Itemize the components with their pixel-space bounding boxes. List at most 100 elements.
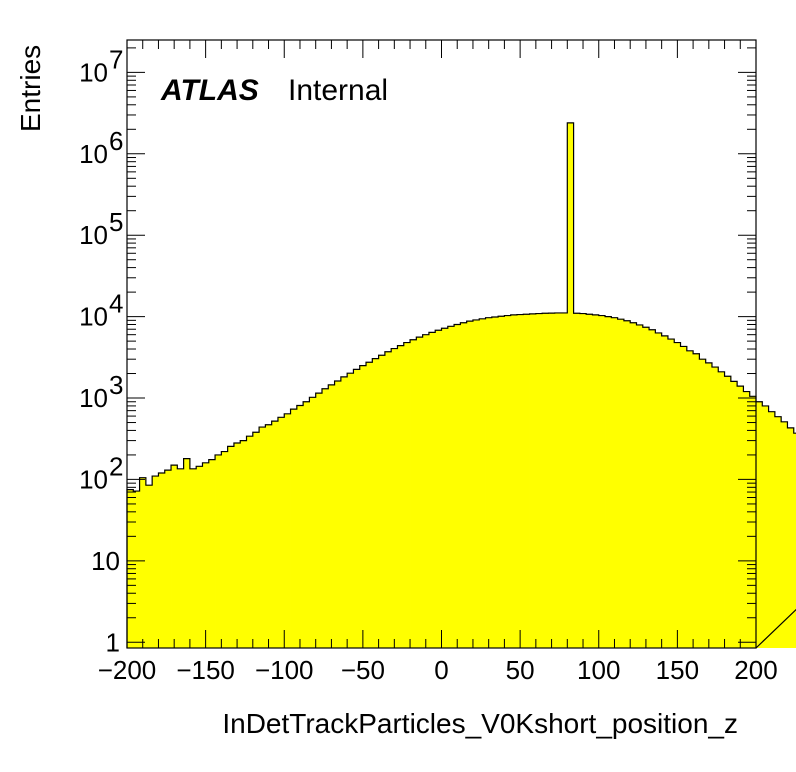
histogram-bin: [787, 427, 795, 648]
y-tick-label: 10: [91, 546, 120, 576]
histogram-bin: [391, 348, 398, 648]
y-tick-exponent: 2: [109, 451, 123, 481]
x-tick-label: 0: [434, 655, 448, 685]
y-tick-label: 1: [106, 627, 120, 657]
atlas-label: ATLAS: [160, 74, 259, 107]
histogram-bin: [460, 322, 468, 648]
histogram-bin: [642, 327, 650, 648]
histogram-bin: [674, 342, 681, 648]
histogram-bin: [171, 465, 178, 648]
histogram-bin: [718, 371, 725, 648]
histogram-bin: [158, 472, 166, 648]
histogram-bin: [680, 346, 688, 648]
histogram-bin: [378, 355, 386, 648]
histogram-bin: [372, 358, 379, 648]
y-tick-label: 10: [79, 383, 108, 413]
y-tick-exponent: 6: [109, 126, 123, 156]
histogram-bin: [271, 421, 279, 648]
histogram-bin: [403, 342, 411, 648]
histogram-bin: [768, 411, 776, 648]
histogram-bin: [321, 388, 329, 648]
axis-ticks: [126, 40, 757, 648]
histogram-bin: [567, 122, 574, 648]
histogram-bin: [699, 359, 707, 648]
histogram-bin: [498, 316, 505, 648]
y-tick-label: 10: [79, 57, 108, 87]
histogram-bin: [554, 312, 562, 648]
histogram-bin: [756, 401, 763, 648]
histogram-bin: [485, 317, 493, 648]
histogram-bin: [315, 393, 323, 648]
histogram-bin: [523, 314, 530, 648]
x-tick-label: −100: [255, 655, 314, 685]
histogram-bin: [215, 454, 222, 648]
histogram-bin: [422, 334, 430, 648]
histogram-bin: [454, 324, 461, 648]
histogram-bin: [611, 317, 619, 648]
histogram-bin: [233, 443, 241, 648]
histogram-bin: [133, 491, 140, 648]
histogram-bin: [667, 339, 675, 648]
histogram-bin: [334, 380, 342, 648]
histogram-bin: [693, 353, 700, 648]
histogram-bin: [705, 362, 713, 648]
histogram-bin: [208, 459, 216, 648]
histogram-bin: [189, 468, 197, 648]
histogram-bin: [303, 401, 310, 648]
histogram-bin: [366, 362, 373, 648]
x-tick-labels: −200 −150 −100 −50 0 50 100 150 200: [98, 655, 778, 685]
y-tick-exponent: 7: [109, 44, 123, 74]
histogram-bin: [347, 373, 354, 648]
histogram-bin: [145, 485, 153, 648]
histogram-bin: [535, 313, 543, 648]
histogram-bin: [277, 417, 285, 648]
histogram-bin: [548, 313, 556, 648]
x-tick-label: −150: [176, 655, 235, 685]
x-axis-title: InDetTrackParticles_V0Kshort_position_z: [222, 708, 738, 739]
histogram-bin: [447, 326, 455, 648]
histogram-bin: [592, 314, 600, 648]
x-tick-label: 100: [577, 655, 620, 685]
histogram-bin: [435, 330, 442, 648]
y-tick-label: 10: [79, 220, 108, 250]
x-tick-label: 50: [506, 655, 535, 685]
histogram-bin: [296, 405, 304, 648]
histogram-bin: [309, 397, 317, 648]
histogram-bin: [586, 314, 593, 648]
histogram-bin: [598, 315, 606, 648]
histogram-bin: [479, 318, 486, 648]
histogram-bin: [196, 466, 203, 648]
histogram-bin: [793, 433, 796, 648]
histogram-bin: [510, 314, 518, 648]
histogram-bin: [655, 332, 663, 648]
histogram-bin: [623, 320, 631, 648]
histogram-bin: [265, 424, 273, 648]
histogram-bin: [711, 367, 719, 648]
histogram-bin: [441, 328, 449, 648]
y-tick-exponent: 4: [109, 289, 123, 319]
histogram-bin: [416, 337, 424, 648]
y-tick-exponent: 5: [109, 207, 123, 237]
histogram-bin: [139, 477, 147, 648]
y-tick-exponent: 3: [109, 370, 123, 400]
histogram-bin: [686, 350, 694, 648]
histogram-bin: [774, 416, 782, 648]
histogram-bin: [579, 313, 587, 648]
histogram-bin: [410, 339, 417, 648]
histogram-bin: [240, 440, 247, 648]
histogram-bin: [328, 384, 335, 648]
histogram-bin: [252, 432, 260, 648]
histogram-bin: [428, 332, 436, 648]
histogram-bin: [724, 376, 732, 648]
histogram-bin: [730, 381, 738, 648]
histogram-bin: [491, 316, 499, 648]
histogram-bin: [504, 315, 512, 648]
histogram-bin: [781, 421, 788, 648]
histogram-bin: [384, 351, 392, 648]
histogram-bin: [661, 335, 669, 648]
histogram-bin: [359, 365, 367, 648]
histogram-bin: [617, 319, 625, 648]
histogram-bin: [605, 316, 612, 648]
